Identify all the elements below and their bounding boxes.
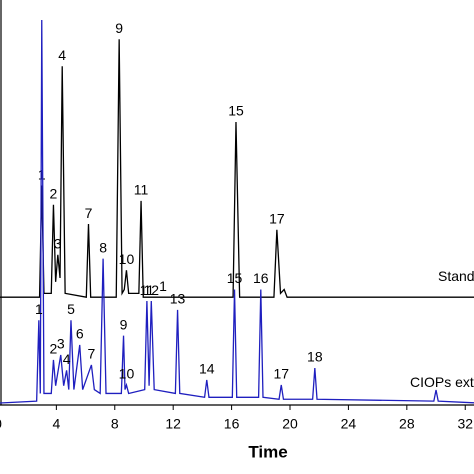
x-tick-label: 28 xyxy=(399,416,415,432)
x-tick-label: 12 xyxy=(165,416,181,432)
peak-label: 18 xyxy=(307,349,323,365)
peak-label: 1 xyxy=(38,166,46,182)
peak-label: 11 xyxy=(140,282,155,298)
peak-label: 10 xyxy=(119,251,135,267)
peak-label: 17 xyxy=(269,211,285,227)
x-tick-label: 16 xyxy=(224,416,240,432)
peak-label: 7 xyxy=(85,205,93,221)
peak-label: 11 xyxy=(134,182,149,198)
peak-label: 5 xyxy=(67,301,75,317)
trace xyxy=(0,39,474,298)
x-tick-label: 4 xyxy=(52,416,60,432)
peak-label: 8 xyxy=(99,239,107,255)
series-label: CIOPs extract xyxy=(410,374,474,390)
peak-label: 3 xyxy=(57,336,65,352)
peak-label: 17 xyxy=(273,366,289,382)
peak-label: 9 xyxy=(120,316,128,332)
peak-label: 15 xyxy=(228,103,244,119)
peak-label: 6 xyxy=(76,326,84,342)
x-tick-label: 8 xyxy=(111,416,119,432)
peak-label: 4 xyxy=(58,47,66,63)
x-axis-title: Time xyxy=(248,442,287,461)
peak-label: 1 xyxy=(35,301,43,317)
trace xyxy=(0,19,474,404)
peak-label: 10 xyxy=(119,366,135,382)
peak-label: 15 xyxy=(227,270,243,286)
peak-label: 9 xyxy=(115,20,123,36)
x-tick-label: 24 xyxy=(341,416,357,432)
peak-label: 2 xyxy=(50,341,58,357)
peak-label: 1 xyxy=(159,278,167,294)
x-tick-label: 20 xyxy=(282,416,298,432)
peak-label: 7 xyxy=(88,346,96,362)
peak-label: 2 xyxy=(50,186,58,202)
x-tick-label: 0 xyxy=(0,416,2,432)
series-label: Standard xyxy=(438,268,474,284)
peak-label: 13 xyxy=(170,291,186,307)
x-tick-label: 32 xyxy=(457,416,473,432)
peak-label: 3 xyxy=(54,236,62,252)
peak-label: 14 xyxy=(199,361,215,377)
peak-label: 4 xyxy=(63,351,71,367)
peak-label: 16 xyxy=(253,270,269,286)
peak-label: 12 xyxy=(143,282,159,298)
